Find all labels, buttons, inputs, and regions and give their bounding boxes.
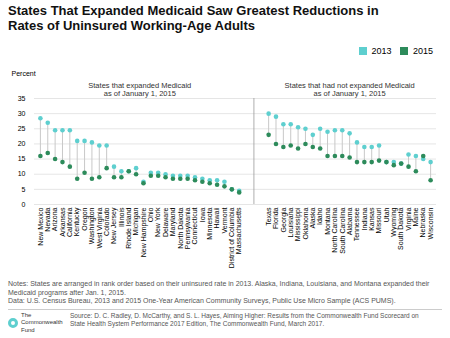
svg-text:States that had not expanded M: States that had not expanded Medicaidas … bbox=[285, 81, 415, 98]
svg-text:Michigan: Michigan bbox=[132, 207, 140, 236]
svg-text:Delaware: Delaware bbox=[162, 207, 169, 237]
html-text:2013: 2013 bbox=[371, 46, 392, 57]
html-text:2015: 2015 bbox=[413, 46, 433, 57]
svg-text:Mississippi: Mississippi bbox=[294, 207, 302, 242]
svg-text:Kansas: Kansas bbox=[368, 207, 375, 231]
svg-text:Illinois: Illinois bbox=[118, 207, 125, 227]
svg-text:Oregon: Oregon bbox=[80, 207, 88, 231]
svg-text:Nevada: Nevada bbox=[44, 207, 51, 231]
html-text:Data: U.S. Census Bureau, 2013: Data: U.S. Census Bureau, 2013 and 2015 … bbox=[8, 297, 396, 305]
svg-text:Florida: Florida bbox=[272, 207, 279, 229]
svg-text:Vermont: Vermont bbox=[221, 207, 228, 233]
html-text:Source: D. C. Radley, D. McCar: Source: D. C. Radley, D. McCarthy, and S… bbox=[70, 312, 419, 328]
svg-text:Oklahoma: Oklahoma bbox=[302, 207, 309, 239]
svg-text:Tennessee: Tennessee bbox=[353, 207, 360, 241]
svg-text:Missouri: Missouri bbox=[375, 207, 382, 234]
svg-text:Virginia: Virginia bbox=[404, 207, 412, 231]
svg-text:Louisiana: Louisiana bbox=[287, 207, 294, 237]
svg-text:0: 0 bbox=[22, 201, 26, 208]
svg-text:Indiana: Indiana bbox=[361, 207, 368, 230]
svg-text:10: 10 bbox=[18, 170, 26, 177]
svg-text:Kentucky: Kentucky bbox=[73, 207, 81, 237]
svg-text:Connecticut: Connecticut bbox=[191, 207, 198, 244]
svg-text:Arizona: Arizona bbox=[51, 207, 58, 231]
svg-text:New York: New York bbox=[154, 207, 161, 237]
svg-text:Maine: Maine bbox=[412, 207, 419, 226]
html-text:Notes: States are arranged in: Notes: States are arranged in rank order… bbox=[8, 279, 430, 296]
svg-text:California: California bbox=[66, 207, 73, 237]
svg-text:Maryland: Maryland bbox=[169, 207, 177, 237]
svg-text:5: 5 bbox=[22, 185, 26, 192]
svg-text:Texas: Texas bbox=[265, 207, 272, 226]
html-text:The Commonwealth Fund: The Commonwealth Fund bbox=[21, 312, 63, 333]
svg-text:Idaho: Idaho bbox=[316, 207, 323, 225]
svg-text:Nebraska: Nebraska bbox=[419, 207, 426, 237]
svg-text:South Carolina: South Carolina bbox=[338, 207, 345, 253]
svg-text:New Jersey: New Jersey bbox=[110, 207, 118, 244]
svg-text:Alabama: Alabama bbox=[346, 207, 353, 235]
svg-text:Ohio: Ohio bbox=[147, 207, 154, 222]
svg-text:Arkansas: Arkansas bbox=[59, 207, 66, 237]
svg-text:Minnesota: Minnesota bbox=[206, 207, 213, 239]
svg-text:South Dakota: South Dakota bbox=[397, 207, 404, 250]
svg-text:Percent: Percent bbox=[12, 70, 36, 77]
html-text:States That Expanded Medicaid: States That Expanded Medicaid Saw Greate… bbox=[8, 3, 379, 33]
svg-text:Pennsylvania: Pennsylvania bbox=[183, 207, 191, 249]
svg-text:15: 15 bbox=[18, 155, 26, 162]
svg-text:25: 25 bbox=[18, 125, 26, 132]
svg-text:Massachusetts: Massachusetts bbox=[235, 207, 242, 254]
svg-text:20: 20 bbox=[18, 140, 26, 147]
svg-text:Hawaii: Hawaii bbox=[213, 207, 220, 228]
svg-text:Rhode Island: Rhode Island bbox=[125, 207, 132, 248]
svg-text:Washington: Washington bbox=[88, 207, 96, 245]
svg-text:District of Columbia: District of Columbia bbox=[228, 207, 235, 268]
svg-text:Colorado: Colorado bbox=[103, 207, 110, 236]
svg-text:North Carolina: North Carolina bbox=[331, 207, 338, 252]
svg-text:New Hampshire: New Hampshire bbox=[139, 207, 147, 258]
svg-text:North Dakota: North Dakota bbox=[177, 207, 184, 248]
svg-text:Georgia: Georgia bbox=[279, 207, 287, 233]
svg-text:Alaska: Alaska bbox=[309, 207, 316, 228]
svg-text:Wisconsin: Wisconsin bbox=[427, 207, 434, 239]
svg-text:States that expanded Medicaida: States that expanded Medicaidas of Janua… bbox=[88, 81, 191, 98]
svg-text:35: 35 bbox=[18, 95, 26, 102]
svg-text:Utah: Utah bbox=[383, 207, 390, 222]
svg-text:Iowa: Iowa bbox=[199, 207, 206, 222]
svg-text:Wyoming: Wyoming bbox=[390, 207, 397, 237]
svg-text:30: 30 bbox=[18, 110, 26, 117]
svg-text:West Virginia: West Virginia bbox=[95, 207, 103, 249]
svg-text:New Mexico: New Mexico bbox=[37, 207, 44, 245]
svg-text:Montana: Montana bbox=[324, 207, 331, 234]
